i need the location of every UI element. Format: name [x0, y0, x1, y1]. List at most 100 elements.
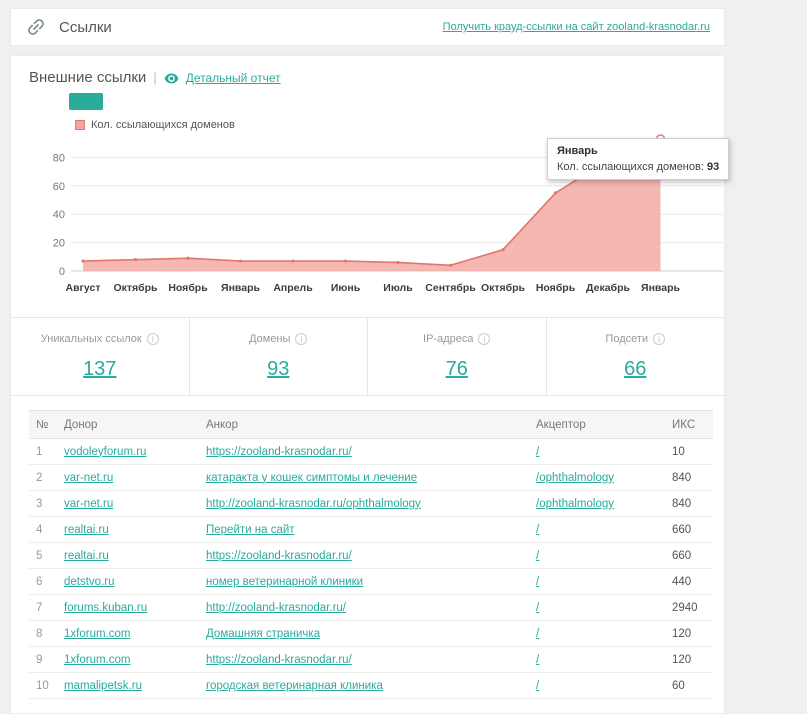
stat-value: 76	[368, 358, 546, 381]
anchor-link[interactable]: https://zooland-krasnodar.ru/	[206, 549, 352, 562]
svg-text:Июль: Июль	[383, 282, 413, 294]
acceptor-link[interactable]: /	[536, 627, 540, 640]
svg-text:20: 20	[53, 238, 65, 250]
table-row: 3 var-net.ru http://zooland-krasnodar.ru/o…	[29, 490, 713, 517]
tooltip-value-line: Кол. ссылающихся доменов: 93	[557, 161, 719, 173]
acceptor-link[interactable]: /	[536, 679, 540, 692]
table-row: 10 mamalipetsk.ru городская ветеринарная к…	[29, 672, 713, 699]
svg-text:Август: Август	[66, 282, 101, 294]
col-header-donor: Донор	[57, 410, 199, 439]
table-row: 2 var-net.ru катаракта у кошек симптомы и …	[29, 464, 713, 491]
acceptor-link[interactable]: /ophthalmology	[536, 471, 614, 484]
row-number: 6	[29, 568, 57, 595]
col-header-iks: ИКС	[665, 410, 713, 439]
donor-link[interactable]: var-net.ru	[64, 497, 114, 510]
stat-label: Подсети	[547, 333, 725, 345]
acceptor-link[interactable]: /	[536, 653, 540, 666]
donor-link[interactable]: realtai.ru	[64, 549, 109, 562]
donor-link[interactable]: forums.kuban.ru	[64, 601, 148, 614]
svg-text:Июнь: Июнь	[331, 282, 361, 294]
anchor-link[interactable]: номер ветеринарной клиники	[206, 575, 364, 588]
iks-value: 120	[665, 620, 713, 647]
row-number: 10	[29, 672, 57, 699]
anchor-link[interactable]: http://zooland-krasnodar.ru/ophthalmolog…	[206, 497, 421, 510]
iks-value: 840	[665, 490, 713, 517]
table-row: 5 realtai.ru https://zooland-krasnodar.ru/…	[29, 542, 713, 569]
anchor-link[interactable]: https://zooland-krasnodar.ru/	[206, 653, 352, 666]
stat-value: 93	[190, 358, 368, 381]
stat-domains: Домены 93	[188, 318, 368, 395]
svg-text:60: 60	[53, 181, 65, 193]
svg-text:Ноябрь: Ноябрь	[168, 282, 208, 294]
iks-value: 10	[665, 438, 713, 465]
anchor-link[interactable]: Домашняя страничка	[206, 627, 321, 640]
donor-link[interactable]: detstvo.ru	[64, 575, 115, 588]
stats-row: Уникальных ссылок 137 Домены 93 IP-адр	[11, 317, 724, 396]
info-icon[interactable]	[653, 333, 666, 345]
table-row: 9 1xforum.com https://zooland-krasnodar.ru…	[29, 646, 713, 673]
iks-value: 840	[665, 464, 713, 491]
donor-link[interactable]: mamalipetsk.ru	[64, 679, 142, 692]
donor-link[interactable]: 1xforum.com	[64, 653, 131, 666]
crowd-links-link[interactable]: Получить крауд-ссылки на сайт zooland-kr…	[442, 21, 710, 33]
col-header-anchor: Анкор	[199, 410, 529, 439]
stat-label-text: IP-адреса	[423, 333, 474, 345]
table-row: 6 detstvo.ru номер ветеринарной клиники / 44…	[29, 568, 713, 595]
anchor-link[interactable]: катаракта у кошек симптомы и лечение	[206, 471, 418, 484]
stat-value-link[interactable]: 93	[267, 358, 290, 380]
acceptor-link[interactable]: /	[536, 523, 540, 536]
row-number: 4	[29, 516, 57, 543]
info-icon[interactable]	[295, 333, 308, 345]
external-links-panel: Внешние ссылки | Детальный отчет Кол. сс…	[10, 55, 730, 714]
donor-link[interactable]: 1xforum.com	[64, 627, 131, 640]
stat-value-link[interactable]: 137	[83, 358, 117, 380]
svg-text:Январь: Январь	[221, 282, 260, 294]
donor-link[interactable]: vodoleyforum.ru	[64, 445, 147, 458]
anchor-link[interactable]: https://zooland-krasnodar.ru/	[206, 445, 352, 458]
stat-label-text: Подсети	[605, 333, 649, 345]
row-number: 2	[29, 464, 57, 491]
anchor-link[interactable]: http://zooland-krasnodar.ru/	[206, 601, 346, 614]
col-header-acceptor: Акцептор	[529, 410, 665, 439]
row-number: 3	[29, 490, 57, 517]
row-number: 7	[29, 594, 57, 621]
stat-unique-links: Уникальных ссылок 137	[11, 318, 189, 395]
chart-tooltip: Январь Кол. ссылающихся доменов: 93	[547, 138, 730, 180]
tooltip-value: 93	[706, 161, 720, 173]
row-number: 9	[29, 646, 57, 673]
stat-subnets: Подсети 66	[545, 318, 725, 395]
anchor-link[interactable]: Перейти на сайт	[206, 523, 295, 536]
svg-text:Сентябрь: Сентябрь	[425, 282, 476, 294]
acceptor-link[interactable]: /	[536, 601, 540, 614]
svg-text:40: 40	[53, 209, 65, 221]
stat-value: 137	[11, 358, 189, 381]
chart-action-button[interactable]	[69, 93, 103, 110]
iks-value: 660	[665, 516, 713, 543]
iks-value: 120	[665, 646, 713, 673]
info-icon[interactable]	[478, 333, 491, 345]
acceptor-link[interactable]: /ophthalmology	[536, 497, 614, 510]
links-table-head: № Донор Анкор Акцептор ИКС	[29, 410, 713, 439]
svg-text:Декабрь: Декабрь	[586, 282, 630, 294]
acceptor-link[interactable]: /	[536, 549, 540, 562]
acceptor-link[interactable]: /	[536, 445, 540, 458]
page-header: Ссылки Получить крауд-ссылки на сайт zoo…	[10, 8, 725, 46]
svg-text:Ноябрь: Ноябрь	[536, 282, 576, 294]
donor-link[interactable]: realtai.ru	[64, 523, 109, 536]
acceptor-link[interactable]: /	[536, 575, 540, 588]
donor-link[interactable]: var-net.ru	[64, 471, 114, 484]
row-number: 8	[29, 620, 57, 647]
links-chart[interactable]: 0 20 40 60 80 Август Октябрь Ноябрь Январь Апрель…	[35, 133, 730, 301]
stat-ip-addresses: IP-адреса 76	[367, 318, 546, 395]
detailed-report-link[interactable]: Детальный отчет	[185, 70, 281, 85]
stat-value-link[interactable]: 76	[445, 358, 468, 380]
stat-value-link[interactable]: 66	[624, 358, 647, 380]
tooltip-title: Январь	[557, 145, 598, 157]
col-header-number: №	[29, 410, 57, 439]
page-title: Ссылки	[59, 18, 112, 36]
anchor-link[interactable]: городская ветеринарная клиника	[206, 679, 383, 692]
legend-label: Кол. ссылающихся доменов	[91, 119, 235, 131]
info-icon[interactable]	[146, 333, 159, 345]
row-number: 5	[29, 542, 57, 569]
